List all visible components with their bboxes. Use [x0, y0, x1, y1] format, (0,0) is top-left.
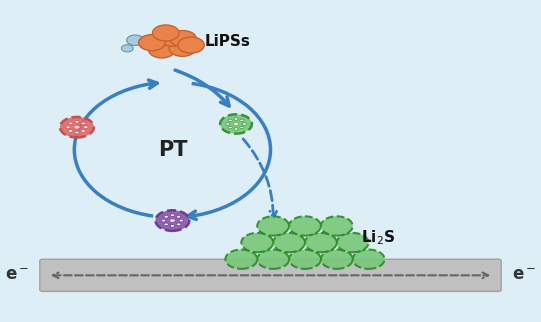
Text: LiPSs: LiPSs [204, 34, 250, 49]
Circle shape [149, 42, 175, 58]
Circle shape [289, 250, 321, 269]
Circle shape [121, 45, 133, 52]
FancyBboxPatch shape [40, 259, 501, 291]
Circle shape [321, 250, 353, 269]
Circle shape [69, 122, 73, 125]
Circle shape [226, 250, 257, 269]
Text: PT: PT [157, 140, 187, 160]
Circle shape [169, 40, 196, 56]
Circle shape [153, 25, 179, 41]
Circle shape [226, 123, 230, 125]
Circle shape [161, 219, 166, 222]
Circle shape [273, 233, 305, 252]
Text: Li$_2$S: Li$_2$S [361, 228, 395, 247]
Circle shape [75, 120, 79, 123]
Circle shape [170, 214, 175, 217]
Circle shape [164, 223, 168, 226]
Circle shape [240, 119, 244, 122]
Circle shape [241, 233, 273, 252]
Circle shape [170, 224, 175, 227]
Circle shape [234, 128, 238, 130]
Circle shape [321, 216, 353, 236]
Circle shape [66, 126, 70, 128]
Circle shape [169, 219, 175, 223]
Circle shape [159, 30, 186, 46]
Circle shape [220, 114, 252, 134]
Circle shape [69, 130, 73, 132]
Text: e$^-$: e$^-$ [5, 266, 29, 284]
Circle shape [257, 216, 289, 236]
Circle shape [138, 35, 165, 51]
Circle shape [234, 118, 238, 120]
Circle shape [337, 233, 368, 252]
Circle shape [83, 126, 88, 128]
Circle shape [257, 250, 289, 269]
Circle shape [228, 126, 232, 129]
Circle shape [228, 119, 232, 122]
Circle shape [305, 233, 337, 252]
Circle shape [127, 35, 144, 45]
Circle shape [164, 215, 168, 218]
Circle shape [289, 216, 321, 236]
Circle shape [176, 215, 181, 218]
Circle shape [81, 122, 85, 125]
Circle shape [179, 219, 183, 222]
Circle shape [176, 223, 181, 226]
Circle shape [155, 210, 189, 231]
Circle shape [81, 130, 85, 132]
Circle shape [233, 122, 239, 126]
Circle shape [353, 250, 385, 269]
Text: e$^-$: e$^-$ [512, 266, 536, 284]
Circle shape [240, 126, 244, 129]
Circle shape [75, 131, 79, 134]
Circle shape [242, 123, 246, 125]
Circle shape [177, 37, 204, 53]
Circle shape [170, 31, 196, 47]
Circle shape [74, 125, 80, 129]
Circle shape [60, 117, 94, 137]
